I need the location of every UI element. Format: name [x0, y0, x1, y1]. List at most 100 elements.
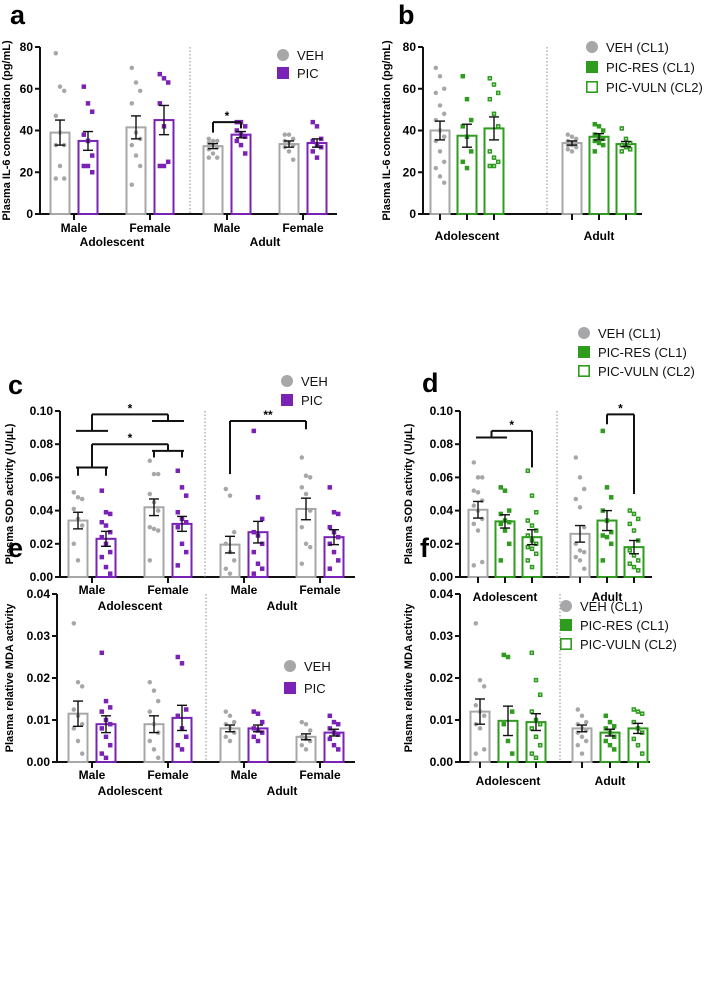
data-point: [335, 511, 341, 517]
data-point: [286, 132, 292, 137]
data-point: [147, 558, 153, 563]
data-point: [165, 80, 171, 85]
bar-group-pic-vuln-cl2-: [525, 650, 547, 763]
data-point: [525, 518, 531, 523]
x-group-label: Adolescent: [98, 599, 163, 613]
y-tick-label: 0.08: [30, 437, 54, 451]
data-point: [259, 566, 265, 571]
data-point: [231, 719, 237, 725]
x-category-label: Male: [79, 583, 106, 597]
data-point: [477, 677, 483, 683]
bar-group-pic-vuln-cl2-: [615, 126, 637, 216]
data-point: [537, 742, 543, 748]
data-point: [525, 533, 531, 538]
x-group-label: Adult: [267, 599, 298, 613]
data-point: [129, 142, 135, 148]
data-point: [129, 65, 135, 71]
data-point: [133, 153, 139, 158]
significance-bracket: *: [476, 418, 533, 468]
data-point: [592, 149, 598, 154]
bar-group-pic-res-cl1-: [456, 73, 478, 215]
data-point: [603, 738, 609, 744]
bar: [571, 727, 593, 764]
data-point: [310, 119, 316, 125]
data-point: [525, 544, 531, 550]
y-tick-label: 80: [403, 40, 417, 54]
x-category-label: Male: [231, 768, 258, 782]
y-tick-label: 0.02: [27, 671, 51, 685]
data-point: [331, 549, 337, 555]
data-point: [603, 713, 609, 719]
data-point: [53, 176, 59, 181]
panel-f: f Plasma relative MDA activity 0.00 0.01 0.0…: [403, 533, 677, 788]
bar-group-pic-vuln-cl2-: [627, 707, 649, 764]
x-category-label: Female: [129, 221, 171, 235]
data-point: [635, 568, 641, 573]
data-point: [155, 471, 161, 477]
data-point: [259, 730, 265, 735]
bar-group-pic-vuln-cl2-: [623, 508, 645, 578]
data-point: [479, 559, 485, 565]
data-point: [581, 486, 587, 492]
y-tick-label: 40: [20, 124, 34, 138]
data-point: [251, 734, 257, 740]
bar-group-veh: [295, 455, 317, 578]
y-tick-label: 80: [20, 40, 34, 54]
data-point: [569, 134, 575, 140]
data-point: [471, 503, 477, 508]
data-point: [310, 149, 316, 154]
data-point: [175, 510, 181, 515]
legend-label: PIC: [301, 393, 323, 408]
data-point: [259, 541, 265, 547]
legend-marker: [277, 49, 289, 61]
data-point: [471, 563, 477, 568]
data-point: [234, 138, 240, 144]
data-point: [183, 549, 189, 555]
data-point: [596, 124, 602, 129]
data-point: [307, 728, 313, 733]
data-point: [327, 485, 333, 490]
data-point: [129, 182, 135, 188]
data-point: [107, 529, 113, 535]
panel-c: c Plasma SOD activity (U/µL) 0.00 0.02 0.04 0…: [4, 370, 355, 613]
bar-group-pic: [77, 84, 99, 215]
significance-bracket: **: [229, 408, 307, 475]
bar: [306, 142, 328, 215]
x-category-label: Female: [147, 583, 189, 597]
data-point: [533, 755, 539, 761]
data-point: [479, 516, 485, 522]
x-category-label: Female: [299, 583, 341, 597]
data-point: [231, 730, 237, 735]
data-point: [529, 564, 535, 570]
data-point: [600, 142, 606, 148]
panel-a: a Plasma IL-6 concentration (pg/mL) 0 20 40 6…: [1, 0, 337, 249]
data-point: [627, 548, 633, 553]
x-group-label: Adolescent: [476, 774, 541, 788]
data-point: [565, 147, 571, 152]
data-point: [259, 719, 265, 725]
data-point: [303, 541, 309, 547]
data-point: [468, 117, 474, 123]
data-point: [175, 742, 181, 748]
data-point: [79, 751, 85, 756]
data-point: [525, 468, 531, 474]
bar-group-pic: [247, 428, 269, 578]
data-point: [303, 747, 309, 752]
bar-group-veh: [125, 65, 147, 215]
data-point: [227, 493, 233, 498]
data-point: [175, 468, 181, 474]
bar: [429, 129, 451, 215]
legend-marker: [578, 346, 590, 358]
significance-bracket: *: [606, 401, 635, 494]
panel-b: b Plasma IL-6 concentration (pg/mL) 0 20 40 6…: [381, 0, 703, 243]
data-point: [487, 76, 493, 81]
data-point: [99, 534, 105, 540]
data-point: [147, 679, 153, 685]
data-point: [627, 521, 633, 527]
data-point: [133, 80, 139, 85]
data-point: [479, 475, 485, 480]
data-point: [103, 755, 109, 761]
legend-label: PIC-RES (CL1): [606, 60, 695, 75]
data-point: [600, 533, 606, 538]
data-point: [307, 475, 313, 480]
